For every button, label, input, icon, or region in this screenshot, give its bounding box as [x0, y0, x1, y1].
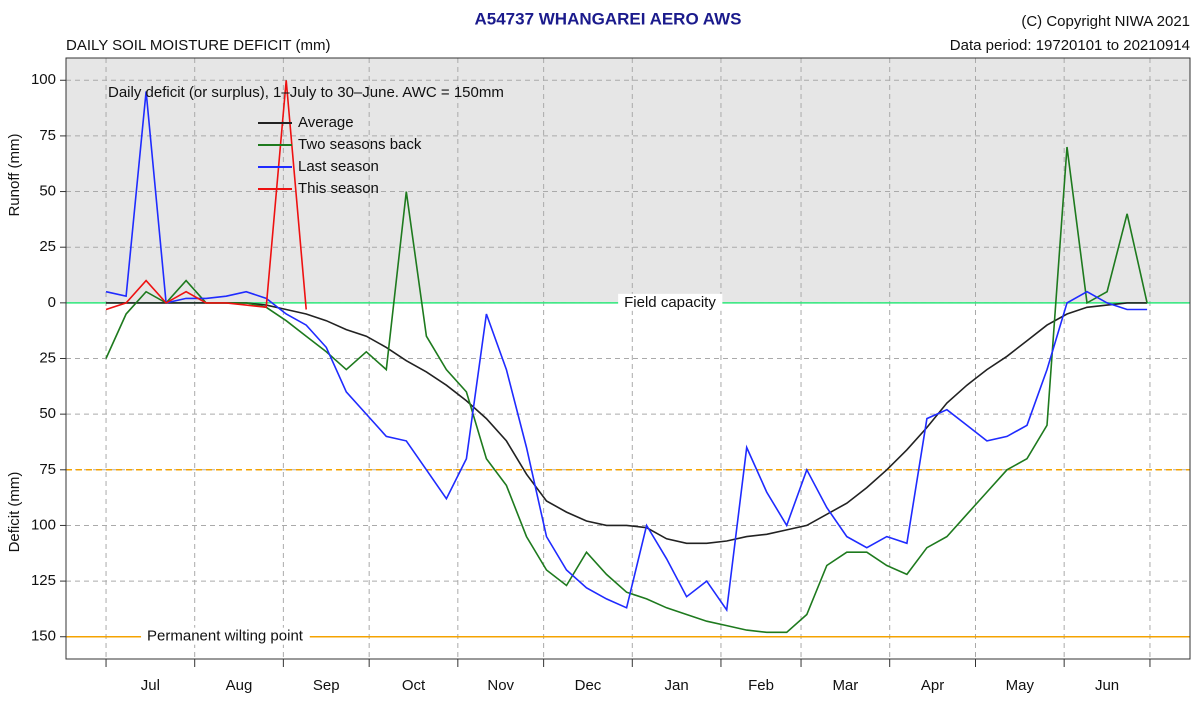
y-tick-label: 100	[31, 516, 56, 533]
y-tick-label: 125	[31, 572, 56, 589]
legend-label: Last season	[298, 158, 379, 175]
x-tick-label: Dec	[575, 677, 602, 694]
x-tick-label: Jun	[1095, 677, 1119, 694]
y-tick-label: 50	[39, 183, 56, 200]
y-axis-label: Deficit (mm)	[6, 472, 23, 553]
x-tick-label: Oct	[402, 677, 426, 694]
x-tick-label: Mar	[832, 677, 858, 694]
y-tick-label: 75	[39, 461, 56, 478]
x-tick-label: Sep	[313, 677, 340, 694]
copyright: (C) Copyright NIWA 2021	[1021, 13, 1190, 30]
series-line	[105, 91, 1148, 613]
reference-label: Field capacity	[624, 294, 716, 311]
legend-label: Average	[298, 114, 354, 131]
x-tick-label: Aug	[226, 677, 253, 694]
y-tick-label: 75	[39, 127, 56, 144]
y-tick-label: 25	[39, 238, 56, 255]
x-tick-label: Jul	[141, 677, 160, 694]
y-tick-label: 100	[31, 71, 56, 88]
x-tick-label: Jan	[665, 677, 689, 694]
chart-subtitle: DAILY SOIL MOISTURE DEFICIT (mm)	[66, 37, 330, 54]
series-line	[105, 80, 307, 311]
legend-label: Two seasons back	[298, 136, 422, 153]
legend-label: This season	[298, 180, 379, 197]
chart-title: A54737 WHANGAREI AERO AWS	[474, 9, 741, 28]
label-background	[141, 627, 310, 645]
y-tick-label: 0	[48, 294, 56, 311]
y-axis-label: Runoff (mm)	[6, 133, 23, 216]
y-tick-label: 50	[39, 405, 56, 422]
x-tick-label: May	[1006, 677, 1035, 694]
x-tick-label: Nov	[487, 677, 514, 694]
reference-label: Permanent wilting point	[147, 628, 304, 645]
label-background	[618, 293, 723, 311]
y-tick-label: 25	[39, 349, 56, 366]
y-tick-label: 150	[31, 628, 56, 645]
plot-frame	[65, 57, 1191, 660]
data-period: Data period: 19720101 to 20210914	[950, 37, 1190, 54]
x-tick-label: Apr	[921, 677, 944, 694]
x-tick-label: Feb	[748, 677, 774, 694]
series-line	[105, 146, 1148, 634]
surplus-shading	[66, 58, 1190, 303]
annotation: Daily deficit (or surplus), 1–July to 30…	[108, 84, 504, 101]
